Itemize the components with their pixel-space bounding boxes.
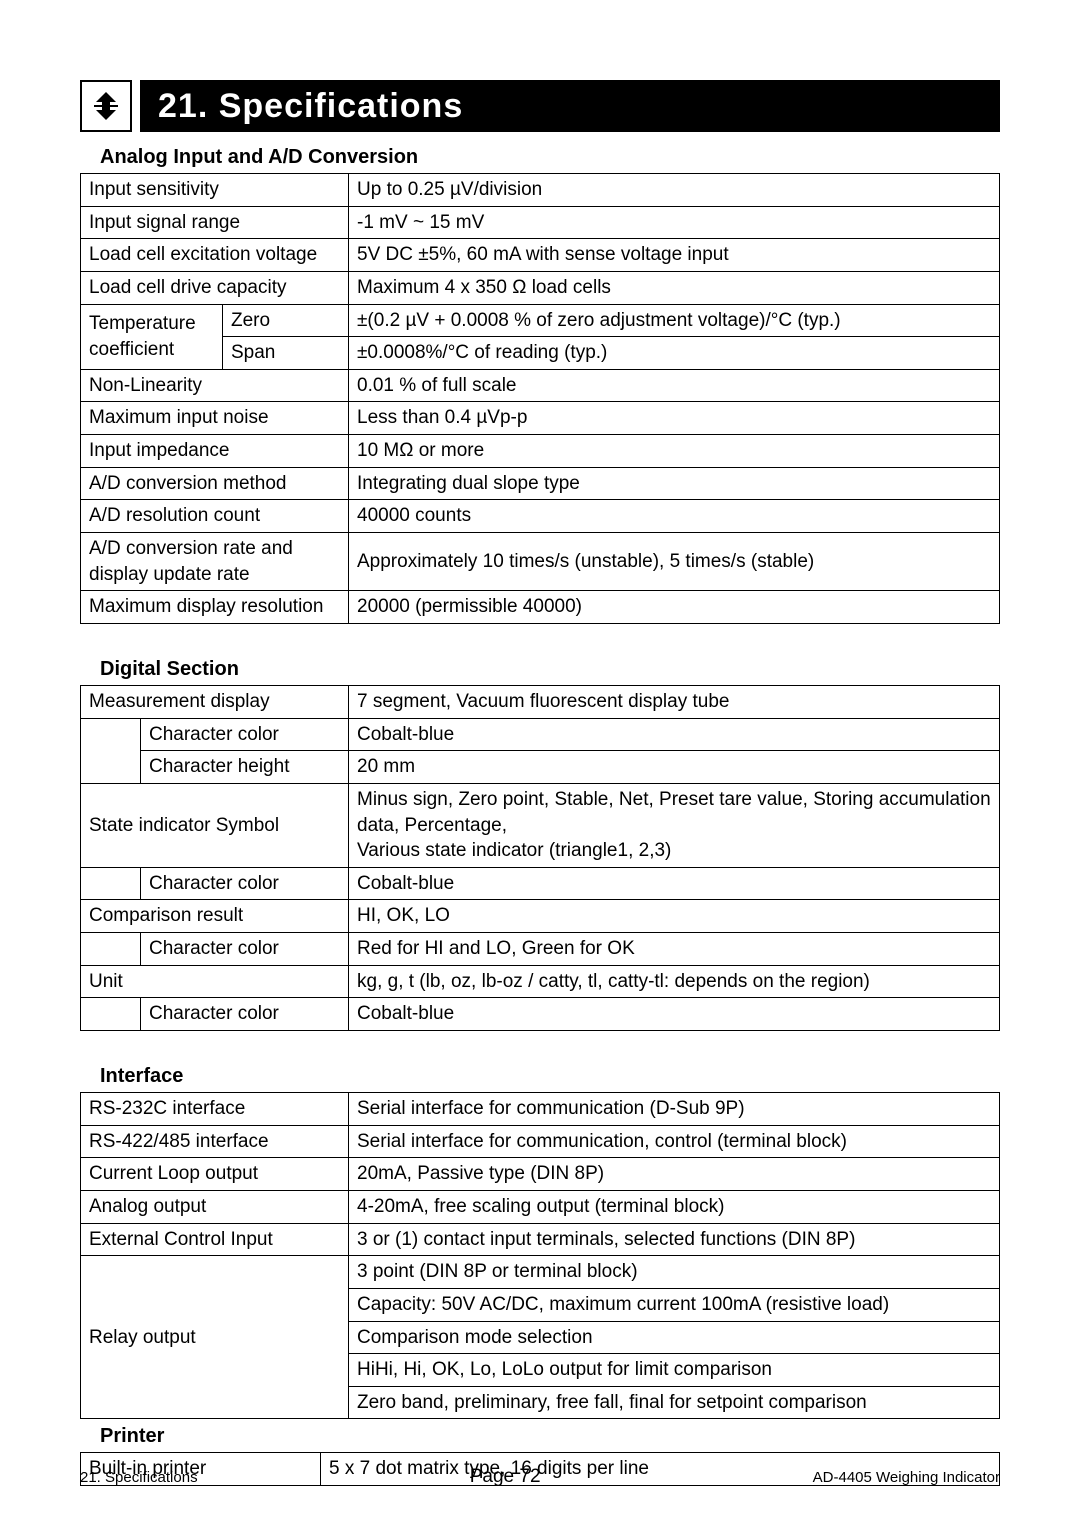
row-label: A/D conversion method [81,467,349,500]
row-value: HiHi, Hi, OK, Lo, LoLo output for limit … [349,1354,1000,1387]
row-value: -1 mV ~ 15 mV [349,206,1000,239]
page-footer: 21. Specifications Page 72 AD-4405 Weigh… [80,1466,1000,1488]
footer-left: 21. Specifications [80,1469,198,1486]
spec-icon [80,80,132,132]
indent-cell [81,867,141,900]
row-label: A/D conversion rate anddisplay update ra… [81,533,349,591]
section-heading-analog: Analog Input and A/D Conversion [100,146,1000,169]
row-label: Maximum display resolution [81,591,349,624]
section-heading-digital: Digital Section [100,658,1000,681]
chapter-title: 21. Specifications [140,80,1000,132]
row-value: ±(0.2 µV + 0.0008 % of zero adjustment v… [349,304,1000,337]
row-label: Maximum input noise [81,402,349,435]
row-value: 10 MΩ or more [349,435,1000,468]
row-label: Character color [141,867,349,900]
row-value: 7 segment, Vacuum fluorescent display tu… [349,685,1000,718]
row-label: Load cell drive capacity [81,271,349,304]
row-value: Integrating dual slope type [349,467,1000,500]
row-label: Character color [141,933,349,966]
row-value: 40000 counts [349,500,1000,533]
row-value: Cobalt-blue [349,867,1000,900]
row-label: RS-232C interface [81,1093,349,1126]
row-value: Red for HI and LO, Green for OK [349,933,1000,966]
interface-spec-table: RS-232C interfaceSerial interface for co… [80,1092,1000,1419]
row-label: Current Loop output [81,1158,349,1191]
digital-spec-table: Measurement display7 segment, Vacuum flu… [80,685,1000,1031]
indent-cell [81,933,141,966]
row-label: A/D resolution count [81,500,349,533]
section-heading-interface: Interface [100,1065,1000,1088]
row-label: Relay output [81,1256,349,1419]
row-label: Temperaturecoefficient [81,304,223,369]
row-value: Cobalt-blue [349,998,1000,1031]
row-value: kg, g, t (lb, oz, lb-oz / catty, tl, cat… [349,965,1000,998]
row-value: Minus sign, Zero point, Stable, Net, Pre… [349,783,1000,867]
row-label: Character height [141,751,349,784]
row-value: Maximum 4 x 350 Ω load cells [349,271,1000,304]
row-value: 0.01 % of full scale [349,369,1000,402]
chapter-title-row: 21. Specifications [80,80,1000,132]
row-value: 4-20mA, free scaling output (terminal bl… [349,1190,1000,1223]
indent-cell [81,718,141,751]
row-value: Approximately 10 times/s (unstable), 5 t… [349,533,1000,591]
row-value: Cobalt-blue [349,718,1000,751]
row-value: 3 point (DIN 8P or terminal block) [349,1256,1000,1289]
indent-cell [81,998,141,1031]
row-label: Load cell excitation voltage [81,239,349,272]
row-label: Unit [81,965,349,998]
row-value: 20000 (permissible 40000) [349,591,1000,624]
row-value: Comparison mode selection [349,1321,1000,1354]
row-label: Character color [141,998,349,1031]
row-label: State indicator Symbol [81,783,349,867]
row-label: Comparison result [81,900,349,933]
row-value: Capacity: 50V AC/DC, maximum current 100… [349,1288,1000,1321]
section-heading-printer: Printer [100,1425,1000,1448]
row-value: ±0.0008%/°C of reading (typ.) [349,337,1000,370]
row-label: Non-Linearity [81,369,349,402]
row-value: 20mA, Passive type (DIN 8P) [349,1158,1000,1191]
row-value: 3 or (1) contact input terminals, select… [349,1223,1000,1256]
indent-cell [81,751,141,784]
row-value: 5V DC ±5%, 60 mA with sense voltage inpu… [349,239,1000,272]
row-value: HI, OK, LO [349,900,1000,933]
row-label: Measurement display [81,685,349,718]
row-label: Analog output [81,1190,349,1223]
row-label: Input sensitivity [81,174,349,207]
row-label: Character color [141,718,349,751]
analog-spec-table: Input sensitivityUp to 0.25 µV/division … [80,173,1000,624]
row-value: 20 mm [349,751,1000,784]
footer-center: Page 72 [470,1466,541,1488]
row-value: Up to 0.25 µV/division [349,174,1000,207]
row-value: Serial interface for communication (D-Su… [349,1093,1000,1126]
footer-right: AD-4405 Weighing Indicator [813,1469,1000,1486]
row-label: Input signal range [81,206,349,239]
row-label: Input impedance [81,435,349,468]
row-value: Serial interface for communication, cont… [349,1125,1000,1158]
row-sublabel: Zero [223,304,349,337]
row-label: RS-422/485 interface [81,1125,349,1158]
row-value: Less than 0.4 µVp-p [349,402,1000,435]
row-sublabel: Span [223,337,349,370]
row-label: External Control Input [81,1223,349,1256]
row-value: Zero band, preliminary, free fall, final… [349,1386,1000,1419]
